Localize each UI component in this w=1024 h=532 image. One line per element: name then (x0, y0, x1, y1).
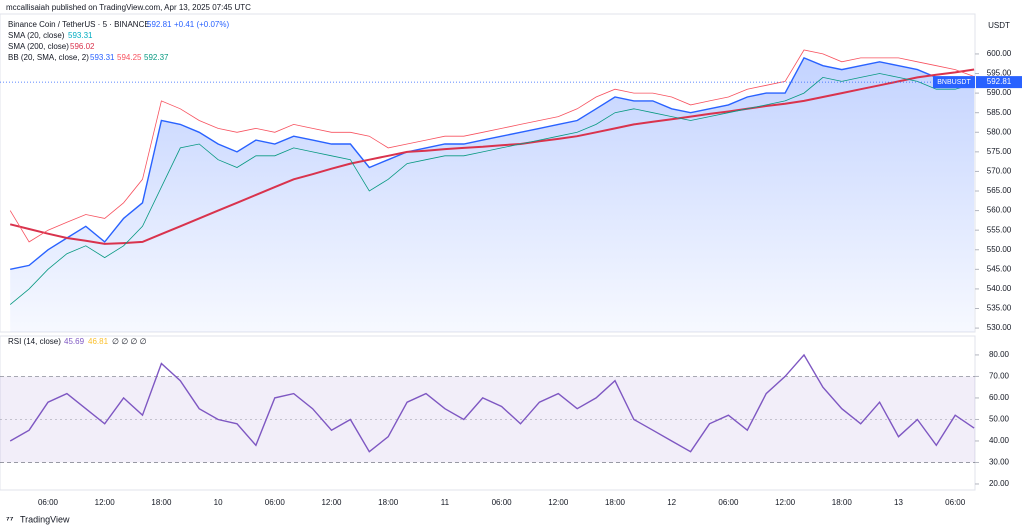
x-tick-label: 12:00 (775, 498, 796, 507)
x-tick-label: 06:00 (945, 498, 966, 507)
y-tick-label: 70.00 (989, 372, 1010, 381)
x-tick-label: 12 (667, 498, 676, 507)
price-tag-axis (976, 76, 1022, 89)
series-line (10, 57, 975, 270)
price-tag-value: 592.81 (987, 77, 1012, 86)
logo: ⁷⁷ TradingView (6, 514, 70, 524)
y-tick-label: 580.00 (987, 127, 1012, 136)
price-tag (933, 76, 975, 89)
y-tick-label: 80.00 (989, 350, 1010, 359)
y-tick-label: 540.00 (987, 284, 1012, 293)
x-tick-label: 18:00 (605, 498, 626, 507)
rsi-pane (0, 335, 976, 491)
y-tick-label: 60.00 (989, 393, 1010, 402)
x-tick-label: 06:00 (492, 498, 513, 507)
bb-upper: 594.25 (117, 53, 142, 62)
x-tick-label: 12:00 (95, 498, 116, 507)
x-tick-label: 12:00 (548, 498, 569, 507)
symbol: Binance Coin / TetherUS · 5 · BINANCE (8, 20, 150, 29)
x-tick-label: 13 (894, 498, 903, 507)
sma20: SMA (20, close) (8, 31, 65, 40)
sma200-value: 596.02 (70, 42, 95, 51)
change: +0.41 (+0.07%) (174, 20, 229, 29)
rsi-ma: 46.81 (88, 337, 109, 346)
logo-mark: ⁷⁷ (6, 514, 14, 524)
x-tick-label: 11 (441, 498, 450, 507)
price-tag-ticker: BNBUSDT (937, 79, 971, 86)
x-tick-label: 06:00 (38, 498, 59, 507)
series-line (9, 49, 975, 243)
y-tick-label: 550.00 (987, 245, 1012, 254)
y-tick-label: 545.00 (987, 264, 1012, 273)
plot (9, 49, 975, 332)
series-line (9, 68, 975, 245)
rsi-band (0, 376, 975, 463)
y-tick-label: 560.00 (987, 206, 1012, 215)
y-tick-label: 530.00 (987, 323, 1012, 332)
bb-basis: 593.31 (90, 53, 115, 62)
y-tick-label: 20.00 (989, 479, 1010, 488)
y-tick-label: 535.00 (987, 304, 1012, 313)
y-tick-label: 570.00 (987, 167, 1012, 176)
x-tick-label: 12:00 (321, 498, 342, 507)
y-tick-label: 600.00 (987, 49, 1012, 58)
sma20-value: 593.31 (68, 31, 93, 40)
published: mccallisaiah published on TradingView.co… (6, 3, 251, 12)
y-tick-label: 565.00 (987, 186, 1012, 195)
y-tick-label: 40.00 (989, 436, 1010, 445)
rsi: RSI (14, close) (8, 337, 61, 346)
currency: USDT (988, 21, 1010, 30)
sma200: SMA (200, close) (8, 42, 69, 51)
price: 592.81 (147, 20, 172, 29)
y-tick-label: 575.00 (987, 147, 1012, 156)
price-area (10, 57, 975, 332)
y-tick-label: 50.00 (989, 415, 1010, 424)
x-tick-label: 18:00 (832, 498, 853, 507)
y-tick-label: 595.00 (987, 69, 1012, 78)
x-tick-label: 06:00 (265, 498, 286, 507)
legend: Binance Coin / TetherUS · 5 · BINANCE 59… (8, 20, 229, 346)
y-tick-label: 555.00 (987, 225, 1012, 234)
y-tick-label: 585.00 (987, 108, 1012, 117)
plot (9, 353, 975, 453)
footer: TradingView (20, 514, 70, 524)
series-line (9, 73, 975, 305)
rsi-extra: ∅ ∅ ∅ ∅ (112, 337, 147, 346)
bb: BB (20, SMA, close, 2) (8, 53, 89, 62)
bb-lower: 592.37 (144, 53, 169, 62)
x-tick-label: 06:00 (718, 498, 739, 507)
x-tick-label: 18:00 (151, 498, 172, 507)
series-line (9, 353, 975, 453)
rsi-value: 45.69 (64, 337, 85, 346)
x-tick-label: 18:00 (378, 498, 399, 507)
y-tick-label: 590.00 (987, 88, 1012, 97)
y-tick-label: 30.00 (989, 458, 1010, 467)
x-tick-label: 10 (214, 498, 223, 507)
